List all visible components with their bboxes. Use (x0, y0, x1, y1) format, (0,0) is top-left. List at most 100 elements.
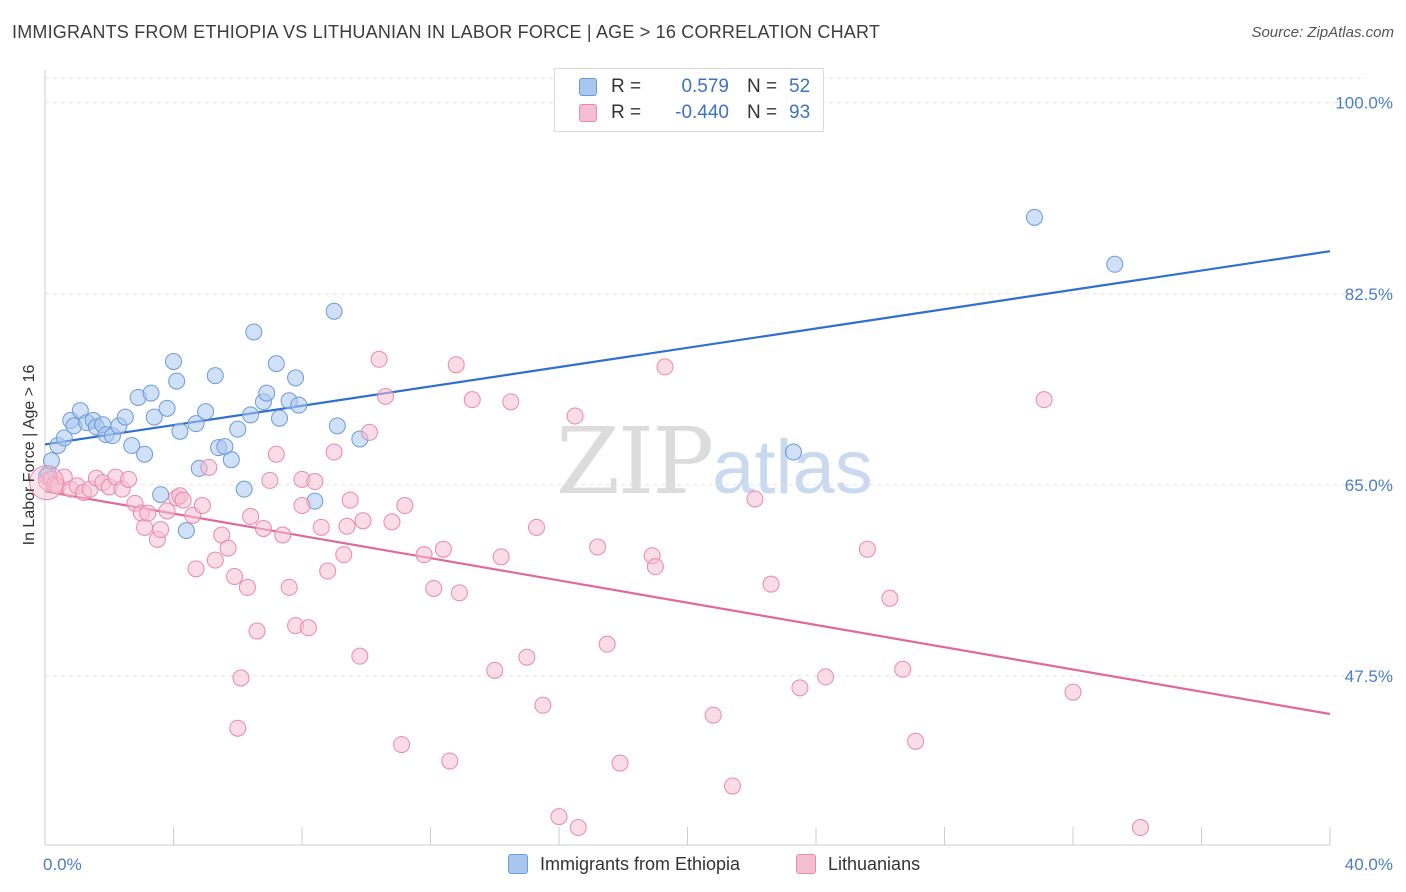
data-point (447, 356, 465, 374)
legend-r-value: -0.440 (675, 102, 729, 123)
y-tick-label: 65.0% (1345, 476, 1393, 495)
bottom-legend-label-lithuanians: Lithuanians (828, 853, 921, 874)
data-point (226, 567, 244, 585)
data-point (299, 619, 317, 637)
legend-swatch-lithuanians (579, 104, 597, 122)
data-point (145, 408, 163, 426)
data-point (245, 323, 263, 341)
data-point (200, 458, 218, 476)
bottom-legend-swatch-ethiopia (508, 854, 528, 874)
data-point (328, 417, 346, 435)
data-point (518, 648, 536, 666)
legend-swatch-ethiopia (579, 78, 597, 96)
data-point (370, 350, 388, 368)
data-point (238, 578, 256, 596)
data-point (177, 522, 195, 540)
data-point (502, 393, 520, 411)
data-point (360, 423, 378, 441)
data-point (142, 384, 160, 402)
data-point (206, 367, 224, 385)
legend-n-value: 93 (789, 102, 811, 123)
data-point (415, 546, 433, 564)
data-point (450, 584, 468, 602)
data-points (29, 208, 1149, 837)
data-point (341, 491, 359, 509)
data-point (174, 491, 192, 509)
y-tick-label: 47.5% (1345, 667, 1393, 686)
data-point (197, 403, 215, 421)
data-point (168, 372, 186, 390)
data-point (152, 521, 170, 539)
data-point (219, 539, 237, 557)
data-point (267, 445, 285, 463)
data-point (907, 732, 925, 750)
data-point (492, 548, 510, 566)
tick-labels: 47.5% 65.0% 82.5% 100.0% 0.0% 40.0% (43, 94, 1393, 874)
data-point (434, 540, 452, 558)
source-label: Source: ZipAtlas.com (1251, 24, 1394, 41)
correlation-legend: R = 0.579 N = 52 R = -0.440 N = 93 (554, 68, 824, 132)
data-point (136, 445, 154, 463)
series-lithuanians (38, 350, 1149, 837)
watermark-zip: ZIP (556, 408, 714, 515)
x-tick-label-max: 40.0% (1345, 855, 1393, 874)
legend-row-ethiopia: R = 0.579 N = 52 (579, 74, 810, 100)
data-point (335, 546, 353, 564)
watermark: ZIPatlas (556, 408, 873, 515)
data-point (42, 452, 60, 470)
data-point (746, 490, 764, 508)
data-point (290, 396, 308, 414)
data-point (393, 736, 411, 754)
data-point (817, 668, 835, 686)
data-point (566, 407, 584, 425)
data-point (158, 502, 176, 520)
data-point-large (29, 465, 65, 501)
data-point (165, 352, 182, 370)
data-point (463, 391, 481, 409)
data-point (232, 669, 250, 687)
legend-row-lithuanians: R = -0.440 N = 93 (579, 100, 810, 126)
data-point (723, 777, 741, 795)
data-point (598, 635, 616, 653)
data-point (206, 551, 224, 569)
data-point (1106, 255, 1124, 273)
data-point (139, 504, 157, 522)
data-point (325, 443, 343, 461)
legend-n-label: N = (747, 76, 778, 97)
data-point (1035, 391, 1053, 409)
data-point (187, 415, 205, 433)
data-point (267, 355, 285, 373)
data-point (293, 497, 311, 515)
x-tick-label-min: 0.0% (43, 855, 82, 874)
data-point (306, 473, 324, 491)
data-point (312, 518, 330, 536)
data-point (486, 661, 504, 679)
data-point (383, 513, 401, 531)
y-axis-title: In Labor Force | Age > 16 (21, 365, 38, 546)
data-point (611, 754, 629, 772)
data-point (136, 518, 154, 536)
data-point (646, 558, 664, 576)
data-point (785, 443, 803, 461)
data-point (235, 480, 253, 498)
legend-r-label: R = (611, 102, 642, 123)
bottom-legend-lithuanians: Lithuanians (796, 852, 920, 876)
data-point (261, 471, 279, 489)
data-point (550, 808, 568, 826)
chart-title: IMMIGRANTS FROM ETHIOPIA VS LITHUANIAN I… (12, 22, 881, 42)
data-point (280, 578, 298, 596)
data-point (171, 422, 189, 440)
data-point (158, 399, 176, 417)
data-point (152, 486, 170, 504)
legend-r-label: R = (611, 76, 642, 97)
data-point (589, 538, 607, 556)
data-point (242, 406, 260, 424)
data-point (762, 575, 780, 593)
data-point (193, 497, 211, 515)
data-point (351, 647, 369, 665)
data-point (858, 540, 876, 558)
data-point (377, 387, 395, 405)
data-point (354, 512, 372, 530)
data-point (338, 517, 356, 535)
